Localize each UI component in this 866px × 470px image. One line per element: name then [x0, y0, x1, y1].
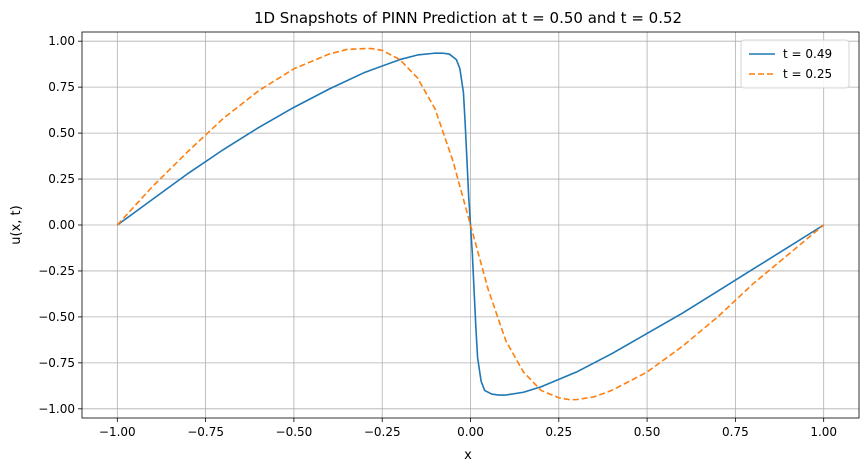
legend-label: t = 0.25 [783, 67, 832, 81]
y-tick-label: 0.25 [48, 172, 75, 186]
x-tick-label: −0.25 [364, 425, 401, 439]
y-axis-label: u(x, t) [9, 205, 24, 244]
x-tick-label: 0.00 [457, 425, 484, 439]
series-layer [116, 47, 825, 401]
chart-title: 1D Snapshots of PINN Prediction at t = 0… [254, 9, 682, 27]
legend-label: t = 0.49 [783, 47, 832, 61]
y-tick-label: 0.50 [48, 126, 75, 140]
legend-box [740, 39, 850, 89]
legend: t = 0.49 t = 0.25 [740, 39, 850, 89]
x-tick-label: 1.00 [810, 425, 837, 439]
y-tick-label: −0.25 [38, 264, 75, 278]
x-tick-label: 0.25 [545, 425, 572, 439]
x-tick-label: −0.75 [187, 425, 224, 439]
x-axis-label: x [464, 448, 472, 463]
series-line-2 [116, 47, 825, 401]
x-tick-label: 0.50 [634, 425, 661, 439]
x-tick-label: −1.00 [99, 425, 136, 439]
y-tick-label: −1.00 [38, 402, 75, 416]
y-tick-label: −0.75 [38, 356, 75, 370]
x-tick-label: −0.50 [276, 425, 313, 439]
y-tick-label: 1.00 [48, 34, 75, 48]
y-tick-label: 0.00 [48, 218, 75, 232]
y-tick-label: 0.75 [48, 80, 75, 94]
x-tick-label: 0.75 [722, 425, 749, 439]
y-tick-label: −0.50 [38, 310, 75, 324]
ticks: −1.00 −0.75 −0.50 −0.25 0.00 0.25 0.50 0.75 1.00… [38, 34, 837, 439]
